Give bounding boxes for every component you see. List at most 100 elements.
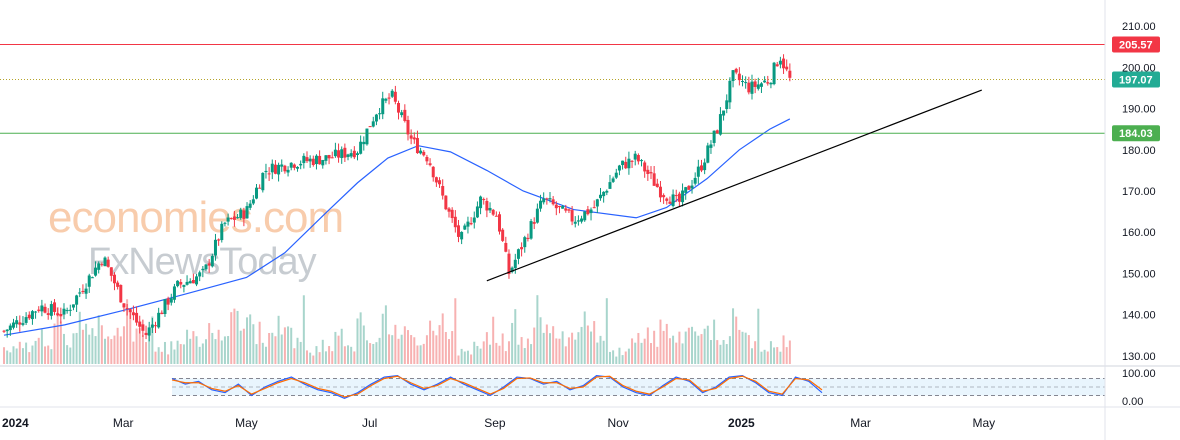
volume-bar (419, 345, 422, 364)
candle-body (8, 325, 12, 331)
volume-bar (230, 312, 233, 364)
volume-bar (590, 331, 593, 364)
volume-bar (369, 343, 372, 364)
candle-body (138, 321, 142, 327)
candle-body (494, 215, 498, 217)
volume-bar (713, 319, 716, 364)
volume-bar (122, 326, 125, 364)
candle-body (112, 274, 116, 284)
candle-body (314, 155, 318, 165)
volume-bar (350, 346, 353, 364)
watermark: economies.com FxNewsToday (48, 193, 344, 283)
candle-body (583, 211, 587, 221)
volume-bar (612, 350, 615, 364)
volume-bar (9, 352, 12, 364)
volume-bar (542, 332, 545, 364)
volume-bar (384, 305, 387, 364)
candle-body (292, 164, 296, 168)
volume-bar (15, 348, 18, 364)
candle-body (157, 312, 161, 328)
candle-body (201, 268, 205, 271)
candle-body (466, 221, 470, 227)
volume-bar (637, 332, 640, 364)
candle-body (204, 264, 208, 270)
volume-bar (463, 351, 466, 364)
time-tick-label: Jul (362, 416, 377, 430)
price-tick-label: 130.00 (1122, 351, 1156, 363)
volume-bar (59, 321, 62, 364)
volume-bar (624, 351, 627, 364)
candle-body (2, 330, 6, 332)
candle-body (305, 157, 309, 162)
volume-bar (454, 298, 457, 364)
volume-bar (119, 336, 122, 364)
level-badge-label: 205.57 (1119, 39, 1153, 51)
candle-body (387, 97, 391, 99)
candle-body (172, 286, 176, 300)
trendline (486, 89, 982, 282)
time-axis: 2024 Mar May Jul Sep Nov 2025 Mar May (2, 416, 995, 430)
volume-bar (400, 334, 403, 364)
volume-bar (530, 344, 533, 364)
volume-bar (766, 351, 769, 364)
candle-body (415, 137, 419, 154)
candle-body (554, 204, 558, 209)
candle-body (324, 155, 328, 161)
candle-body (258, 187, 262, 189)
volume-bar (555, 338, 558, 364)
candle-body (441, 186, 445, 196)
candle-body (655, 183, 659, 188)
candle-body (602, 191, 606, 197)
support-trendline (486, 89, 982, 282)
volume-bar (709, 340, 712, 364)
candle-body (510, 267, 514, 272)
candle-body (529, 221, 533, 239)
candle-body (242, 210, 246, 219)
candle-body (624, 161, 628, 169)
volume-bar (31, 345, 34, 364)
candle-body (576, 220, 580, 222)
candle-body (254, 187, 258, 199)
candle-body (327, 155, 331, 159)
candle-body (166, 298, 170, 305)
candle-body (756, 84, 760, 89)
volume-bar (362, 325, 365, 364)
volume-bar (586, 325, 589, 364)
volume-bar (274, 336, 277, 364)
candle-body (561, 206, 565, 209)
candle-body (56, 313, 60, 316)
volume-bar (602, 340, 605, 364)
volume-bar (599, 335, 602, 364)
candle-body (614, 172, 618, 178)
candle-body (21, 323, 25, 325)
volume-bar (561, 331, 564, 364)
volume-bar (154, 351, 157, 364)
candle-body (106, 259, 110, 267)
volume-bar (457, 355, 460, 364)
volume-bar (429, 320, 432, 364)
candle-body (299, 163, 303, 166)
candle-body (65, 310, 69, 312)
volume-bar (208, 323, 211, 364)
candle-body (766, 82, 770, 84)
candle-body (245, 206, 249, 219)
volume-bar (255, 344, 258, 364)
candle-body (605, 190, 609, 193)
candle-body (712, 130, 716, 143)
candle-body (49, 304, 53, 316)
volume-bar (413, 337, 416, 364)
candle-body (630, 160, 634, 162)
candle-body (135, 312, 139, 323)
volume-bar (681, 343, 684, 364)
volume-bar (318, 352, 321, 364)
candle-body (270, 163, 274, 173)
volume-bar (205, 339, 208, 364)
volume-bar (85, 323, 88, 364)
candle-body (463, 225, 467, 230)
volume-bar (78, 311, 81, 364)
candle-body (393, 91, 397, 102)
candle-body (728, 80, 732, 103)
candle-body (81, 290, 85, 293)
volume-bar (782, 335, 785, 364)
candle-body (182, 285, 186, 287)
